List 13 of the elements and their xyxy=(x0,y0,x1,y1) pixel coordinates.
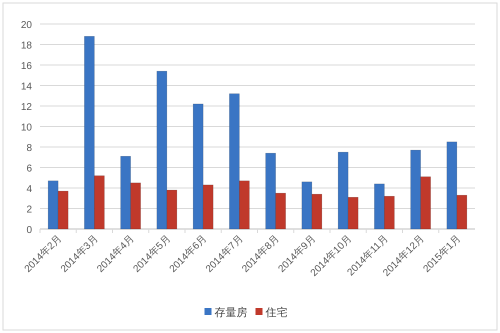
y-tick-label: 16 xyxy=(20,61,32,72)
legend-label: 存量房 xyxy=(214,306,248,319)
y-tick-label: 0 xyxy=(26,225,32,236)
y-tick-label: 4 xyxy=(26,184,32,195)
legend-label: 住宅 xyxy=(266,306,288,319)
y-tick-label: 20 xyxy=(20,20,32,31)
y-tick-label: 18 xyxy=(20,40,32,52)
y-tick-label: 8 xyxy=(26,143,32,154)
y-tick-label: 6 xyxy=(26,164,32,174)
y-tick-label: 14 xyxy=(20,82,32,92)
y-tick-label: 10 xyxy=(20,122,32,134)
y-tick-label: 12 xyxy=(20,102,32,113)
y-tick-label: 2 xyxy=(26,204,32,216)
